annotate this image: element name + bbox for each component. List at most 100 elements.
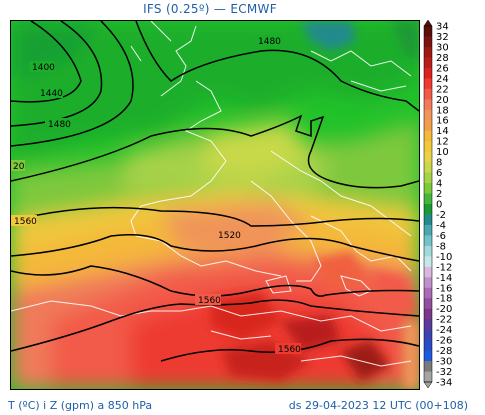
map-svg: 1480 1400 1440 1480 20 1560 [11,21,419,389]
contour-label: 1480 [45,118,71,130]
colorbar-swatch [424,277,432,289]
svg-text:1440: 1440 [40,89,63,99]
colorbar-tick-label: -18 [436,294,452,305]
colorbar-swatch [424,67,432,79]
colorbar-tick-label: -2 [436,210,446,221]
colorbar-tick-label: 22 [436,84,449,95]
colorbar-swatch [424,266,432,278]
colorbar-swatch [424,235,432,247]
svg-text:1560: 1560 [14,217,37,227]
colorbar-swatch [424,130,432,142]
colorbar-tick-label: 28 [436,53,449,64]
colorbar-bottom-arrow [423,381,433,389]
colorbar-tick-label: 0 [436,200,442,211]
colorbar-tick-label: 6 [436,168,442,179]
svg-text:1560: 1560 [278,345,301,355]
colorbar-svg: 3432302826242220181614121086420-2-4-6-8-… [423,19,452,389]
svg-text:1400: 1400 [32,63,55,73]
colorbar-tick-label: -10 [436,252,452,263]
colorbar-tick-label: -16 [436,283,452,294]
contour-label: 1560 [275,343,301,355]
colorbar-swatch [424,329,432,341]
colorbar-swatch [424,287,432,299]
colorbar-tick-label: -30 [436,357,452,368]
colorbar-tick-label: -22 [436,315,452,326]
colorbar-swatch [424,371,432,383]
svg-text:20: 20 [13,162,25,172]
footer-variable-label: T (ºC) i Z (gpm) a 850 hPa [8,399,153,412]
colorbar-tick-label: 30 [436,42,449,53]
colorbar-swatch [424,214,432,226]
contour-label: 1400 [29,61,55,73]
colorbar-tick-label: 8 [436,158,442,169]
colorbar-tick-label: 20 [436,95,449,106]
colorbar-tick-label: 18 [436,105,449,116]
temperature-map: 1480 1400 1440 1480 20 1560 [10,20,420,390]
colorbar-swatch [424,245,432,257]
colorbar: 34 32 30 28 26 24 22 20 18 16 14 12 10 8 6 4 2 0 -2 -4 -6 -8-… [422,19,485,392]
colorbar-tick-label: 32 [436,32,449,43]
colorbar-tick-label: 2 [436,189,442,200]
geopotential-contours [11,21,419,362]
colorbar-swatch [424,120,432,132]
colorbar-swatch [424,204,432,215]
colorbar-tick-label: -14 [436,273,452,284]
contour-label: 1560 [195,294,221,306]
colorbar-swatch [424,183,432,195]
colorbar-tick-label: -6 [436,231,446,242]
colorbar-tick-label: -4 [436,220,446,231]
svg-text:1480: 1480 [48,120,71,130]
svg-text:1560: 1560 [198,296,221,306]
colorbar-tick-label: 14 [436,126,449,137]
colorbar-swatch [424,78,432,90]
contour-label: 20 [11,160,25,172]
colorbar-swatch [424,340,432,352]
colorbar-swatch [424,141,432,153]
contour-label: 1520 [215,229,241,241]
colorbar-tick-label: -34 [436,378,452,389]
colorbar-swatch [424,151,432,163]
colorbar-swatch [424,224,432,236]
colorbar-tick-label: -8 [436,241,446,252]
colorbar-swatch [424,162,432,174]
svg-text:1480: 1480 [258,37,281,47]
colorbar-swatch [424,256,432,268]
footer: T (ºC) i Z (gpm) a 850 hPa ds 29-04-2023… [8,399,478,413]
svg-text:1520: 1520 [218,231,241,241]
contour-labels: 1480 1400 1440 1480 20 1560 [11,35,301,355]
colorbar-swatch [424,57,432,69]
colorbar-tick-label: -28 [436,346,452,357]
colorbar-swatch [424,350,432,362]
colorbar-swatch [424,88,432,100]
colorbar-swatch [424,46,432,58]
contour-label: 1480 [255,35,281,47]
colorbar-top-arrow [423,19,433,27]
colorbar-swatch [424,172,432,184]
contour-label: 1440 [37,87,63,99]
colorbar-swatch [424,319,432,331]
footer-run-info: ds 29-04-2023 12 UTC (00+108) [288,399,468,412]
colorbar-swatch [424,308,432,320]
colorbar-tick-label: 4 [436,179,442,190]
colorbar-tick-label: 24 [436,74,449,85]
colorbar-tick-label: 10 [436,147,449,158]
colorbar-swatch [424,361,432,373]
colorbar-swatch [424,99,432,111]
colorbar-tick-label: 12 [436,137,449,148]
coastlines [11,21,412,367]
contour-label: 1560 [11,215,37,227]
colorbar-tick-label: -24 [436,325,452,336]
colorbar-swatch [424,36,432,48]
colorbar-tick-label: -12 [436,262,452,273]
colorbar-tick-label: -20 [436,304,452,315]
colorbar-tick-label: 26 [436,63,449,74]
colorbar-swatch [424,298,432,310]
temperature-field [11,21,419,389]
colorbar-tick-label: -26 [436,336,452,347]
colorbar-frame [423,25,433,383]
colorbar-swatch [424,26,432,37]
colorbar-swatch [424,193,432,205]
colorbar-tick-label: 16 [436,116,449,127]
colorbar-swatch [424,109,432,121]
colorbar-tick-label: 34 [436,22,449,33]
